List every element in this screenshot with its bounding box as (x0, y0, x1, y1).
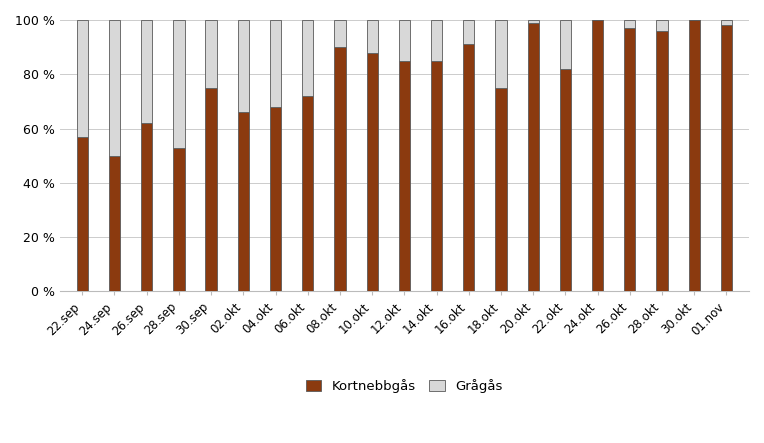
Bar (367, 20, 377, 53)
Bar (141, 123, 152, 291)
Bar (463, 44, 474, 291)
Bar (206, 88, 217, 291)
Bar (656, 31, 668, 291)
Bar (720, 25, 732, 291)
Bar (367, 53, 377, 291)
Bar (656, 20, 668, 31)
Bar (624, 20, 636, 28)
Bar (463, 20, 474, 44)
Bar (431, 61, 442, 291)
Bar (335, 47, 345, 291)
Bar (76, 20, 88, 137)
Bar (206, 20, 217, 88)
Bar (238, 112, 249, 291)
Bar (431, 20, 442, 61)
Bar (76, 137, 88, 291)
Bar (108, 20, 120, 155)
Bar (141, 20, 152, 123)
Bar (238, 20, 249, 112)
Bar (720, 20, 732, 25)
Legend: Kortnebbgås, Grågås: Kortnebbgås, Grågås (300, 374, 508, 399)
Bar (495, 20, 507, 88)
Bar (688, 20, 700, 291)
Bar (270, 20, 281, 107)
Bar (592, 20, 604, 291)
Bar (495, 88, 507, 291)
Bar (335, 20, 345, 47)
Bar (560, 69, 571, 291)
Bar (108, 155, 120, 291)
Bar (399, 20, 410, 61)
Bar (560, 20, 571, 69)
Bar (302, 96, 313, 291)
Bar (399, 61, 410, 291)
Bar (528, 20, 539, 23)
Bar (302, 20, 313, 96)
Bar (528, 23, 539, 291)
Bar (173, 148, 185, 291)
Bar (624, 28, 636, 291)
Bar (173, 20, 185, 148)
Bar (270, 107, 281, 291)
